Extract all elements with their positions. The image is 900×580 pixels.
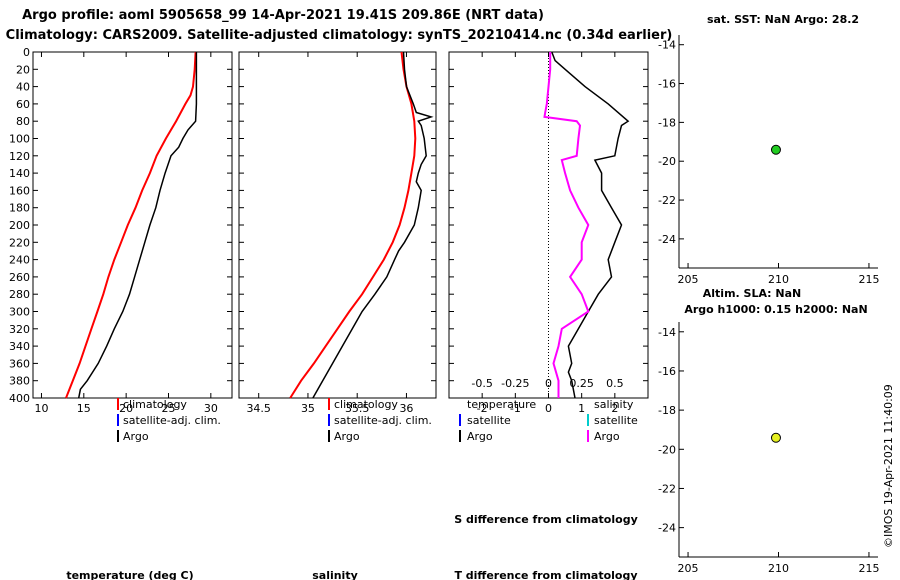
s-diff-tick-label: 0.5 [606, 377, 624, 390]
y-tick-label: 200 [9, 219, 30, 232]
temperature-legend: climatology satellite-adj. clim. Argo [117, 398, 221, 443]
series-line-argo [77, 52, 198, 399]
y-tick-label: 360 [9, 357, 30, 370]
map-x-tick-label: 205 [678, 273, 699, 286]
plot-frame [32, 51, 233, 399]
title-line2: Climatology: CARS2009. Satellite-adjuste… [6, 28, 673, 43]
legend-climatology: climatology [123, 398, 187, 411]
y-tick-label: 280 [9, 288, 30, 301]
x-tick-label: -2 [477, 402, 488, 415]
legend-climatology: climatology [334, 398, 398, 411]
difference-panel: -2 -1 0 1 2 -0.5 -0.25 0 0.25 0.5 [448, 51, 649, 415]
salinity-xlabel: salinity [312, 569, 358, 580]
map-x-tick-label: 210 [768, 273, 789, 286]
sla-title: Altim. SLA: NaN [703, 287, 802, 300]
map-y-tick-label: -20 [658, 155, 676, 168]
map-y-tick-label: -18 [658, 116, 676, 129]
map-x-tick-label: 215 [858, 273, 879, 286]
series-line-climatology [65, 51, 197, 399]
map-x-tick-label: 210 [768, 562, 789, 575]
y-tick-label: 40 [16, 81, 30, 94]
y-tick-label: 240 [9, 254, 30, 267]
plot-frame [238, 51, 437, 399]
x-tick-label: 30 [204, 402, 218, 415]
map-y-tick-label: -22 [658, 194, 676, 207]
legend-satellite: satellite-adj. clim. [123, 414, 221, 427]
y-tick-label: 380 [9, 375, 30, 388]
map-x-tick-label: 205 [678, 562, 699, 575]
map-y-tick-label: -24 [658, 233, 676, 246]
series-line-s-diff-argo-clim- [543, 52, 590, 398]
legend-t-argo: Argo [467, 430, 493, 443]
legend-s-satellite: satellite [594, 414, 638, 427]
x-tick-label: 2 [611, 402, 618, 415]
y-tick-label: 180 [9, 202, 30, 215]
s-diff-xlabel: S difference from climatology [454, 513, 638, 526]
x-tick-label: 36 [399, 402, 413, 415]
map-y-tick-label: -14 [658, 39, 676, 52]
map-y-tick-label: -14 [658, 326, 676, 339]
temperature-xlabel: temperature (deg C) [66, 569, 193, 580]
map-y-tick-label: -18 [658, 404, 676, 417]
legend-salinity: salinity [594, 398, 634, 411]
x-tick-label: 20 [119, 402, 133, 415]
legend-t-satellite: satellite [467, 414, 511, 427]
y-tick-label: 60 [16, 98, 30, 111]
y-tick-label: 340 [9, 340, 30, 353]
temperature-panel: 10 15 20 25 30020406080100120140160180200220… [9, 46, 233, 415]
y-tick-label: 0 [23, 46, 30, 59]
sla-subtitle: Argo h1000: 0.15 h2000: NaN [684, 303, 867, 316]
map-y-tick-label: -22 [658, 482, 676, 495]
legend-temperature: temperature [467, 398, 536, 411]
y-tick-label: 100 [9, 133, 30, 146]
legend-s-argo: Argo [594, 430, 620, 443]
t-diff-xlabel: T difference from climatology [454, 569, 637, 580]
sst-title: sat. SST: NaN Argo: 28.2 [707, 13, 859, 26]
argo-location-marker [770, 144, 781, 155]
sst-map-panel: -14 -16 -18 -20 -22 -24 205 210 215 [658, 35, 879, 286]
map-y-tick-label: -24 [658, 522, 676, 535]
s-diff-tick-label: -0.5 [471, 377, 492, 390]
y-tick-label: 160 [9, 184, 30, 197]
x-tick-label: 15 [77, 402, 91, 415]
sla-map-panel: -14 -16 -18 -20 -22 -24 205 210 215 [658, 322, 879, 575]
x-tick-label: 35.5 [345, 402, 370, 415]
x-tick-label: 10 [34, 402, 48, 415]
x-tick-label: 0 [545, 402, 552, 415]
legend-argo: Argo [123, 430, 149, 443]
y-tick-label: 20 [16, 63, 30, 76]
series-line-argo [312, 51, 434, 399]
map-y-tick-label: -16 [658, 365, 676, 378]
y-tick-label: 300 [9, 306, 30, 319]
x-tick-label: 35 [301, 402, 315, 415]
s-diff-tick-label: -0.25 [501, 377, 529, 390]
argo-location-marker [770, 432, 781, 443]
x-tick-label: 34.5 [246, 402, 271, 415]
x-tick-label: -1 [510, 402, 521, 415]
y-tick-label: 320 [9, 323, 30, 336]
y-tick-label: 140 [9, 167, 30, 180]
map-y-tick-label: -20 [658, 443, 676, 456]
y-tick-label: 80 [16, 115, 30, 128]
salinity-panel: 34.5 35 35.5 36 [238, 51, 437, 415]
map-x-tick-label: 215 [858, 562, 879, 575]
title-line1: Argo profile: aoml 5905658_99 14-Apr-202… [22, 8, 544, 23]
s-diff-tick-label: 0.25 [569, 377, 594, 390]
map-y-tick-label: -16 [658, 78, 676, 91]
y-tick-label: 120 [9, 150, 30, 163]
series-line-t-diff-argo-clim- [551, 51, 630, 399]
legend-argo: Argo [334, 430, 360, 443]
y-tick-label: 400 [9, 392, 30, 405]
x-tick-label: 1 [578, 402, 585, 415]
y-tick-label: 260 [9, 271, 30, 284]
s-diff-tick-label: 0 [545, 377, 552, 390]
imos-watermark: ©IMOS 19-Apr-2021 11:40:09 [882, 384, 895, 548]
difference-legend: temperature satellite Argo salinity sate… [459, 398, 638, 443]
salinity-legend: climatology satellite-adj. clim. Argo [328, 398, 432, 443]
y-tick-label: 220 [9, 236, 30, 249]
x-tick-label: 25 [161, 402, 175, 415]
legend-satellite: satellite-adj. clim. [334, 414, 432, 427]
series-line-climatology [289, 51, 417, 399]
